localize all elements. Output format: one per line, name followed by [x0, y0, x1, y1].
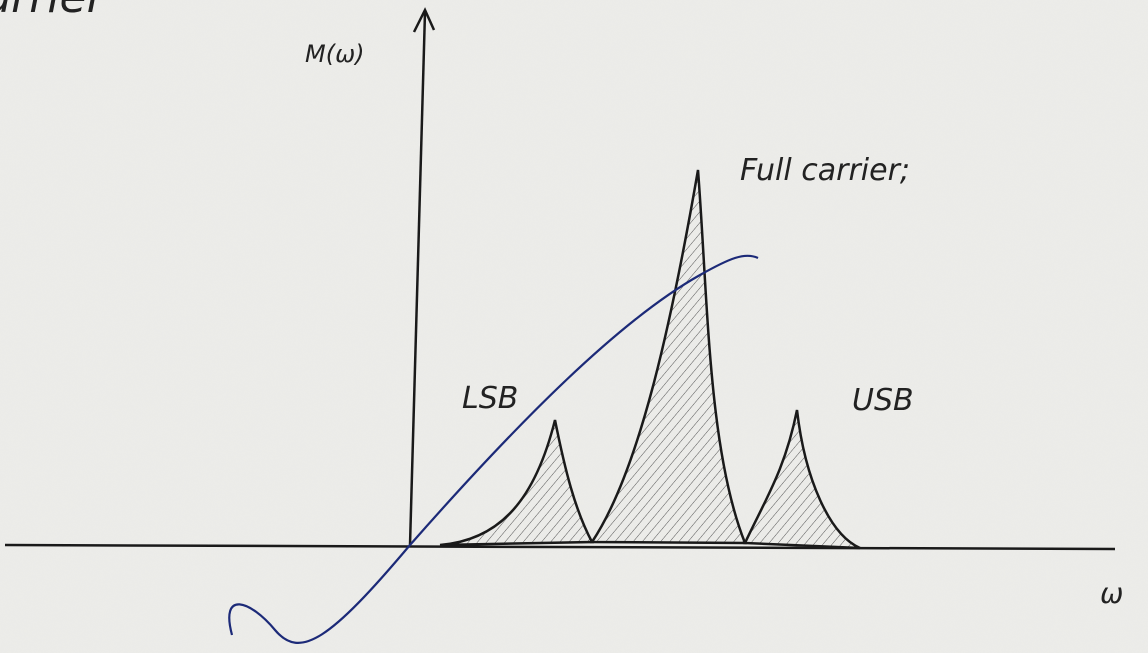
- usb-label: USB: [852, 383, 914, 418]
- y-axis-label: M(ω): [305, 40, 365, 68]
- x-axis-label: ω: [1100, 577, 1123, 610]
- header-text: carrier: [0, 0, 108, 23]
- paper-texture: [0, 0, 1148, 653]
- lsb-label: LSB: [462, 381, 518, 416]
- carrier-label: Full carrier;: [740, 153, 910, 188]
- diagram: carrier M(ω) ω Full carrier; LSB USB: [0, 0, 1148, 653]
- page: carrier M(ω) ω Full carrier; LSB USB (()…: [0, 0, 1148, 653]
